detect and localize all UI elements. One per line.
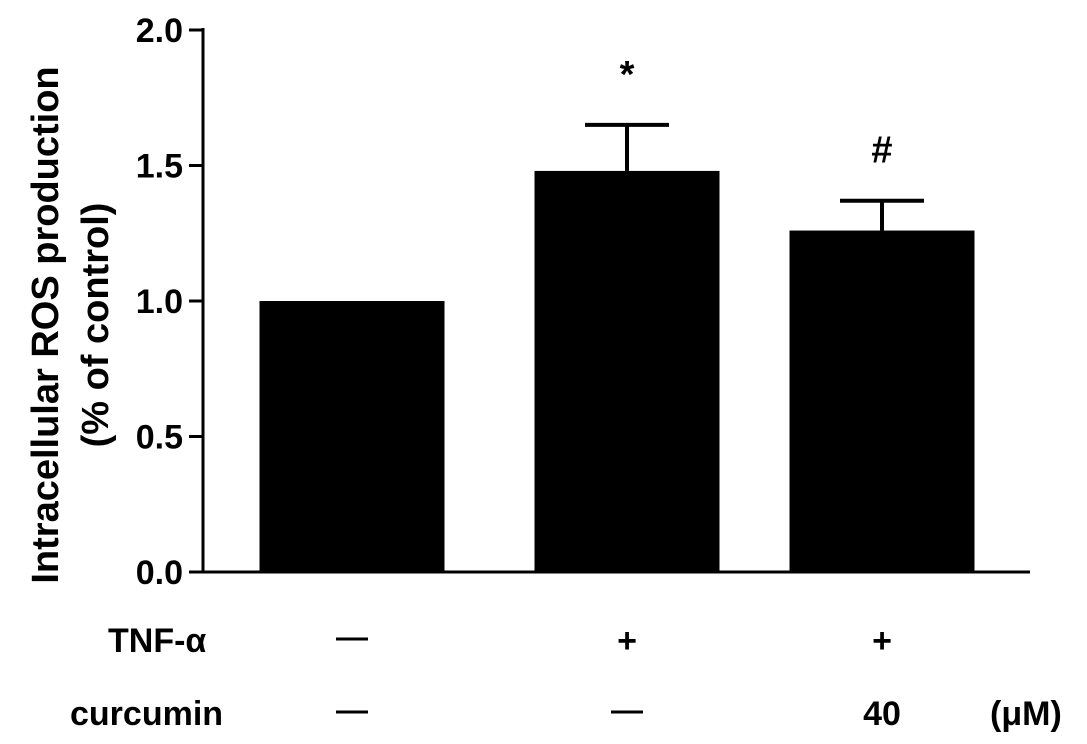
condition-unit: (μM): [990, 695, 1062, 733]
condition-dash-text: —: [610, 695, 644, 733]
condition-dash-text: —: [335, 622, 369, 660]
y-tick-label: 2.0: [136, 12, 183, 50]
y-tick-label: 1.5: [136, 148, 183, 186]
y-axis-label-line1: Intracellular ROS production: [25, 66, 67, 583]
y-tick-label: 0.0: [136, 554, 183, 592]
condition-value: +: [872, 622, 892, 660]
bar: [534, 170, 720, 573]
condition-table: TNF-α — + + curcumin — — 40 (μM): [70, 622, 1062, 733]
y-axis-label-line2: (% of control): [75, 203, 117, 448]
significance-marker: #: [871, 130, 892, 172]
bar: [259, 301, 445, 572]
condition-name: TNF-α: [108, 622, 206, 660]
condition-dash-text: —: [335, 695, 369, 733]
significance-marker: *: [620, 54, 635, 96]
condition-value: 40: [863, 695, 901, 733]
condition-name: curcumin: [70, 695, 223, 733]
y-axis-label: Intracellular ROS production (% of contr…: [25, 66, 117, 583]
y-tick-label: 0.5: [136, 419, 183, 457]
bar: [789, 230, 975, 573]
bars: *#: [259, 54, 975, 573]
y-tick-label: 1.0: [136, 283, 183, 321]
condition-value: +: [617, 622, 637, 660]
